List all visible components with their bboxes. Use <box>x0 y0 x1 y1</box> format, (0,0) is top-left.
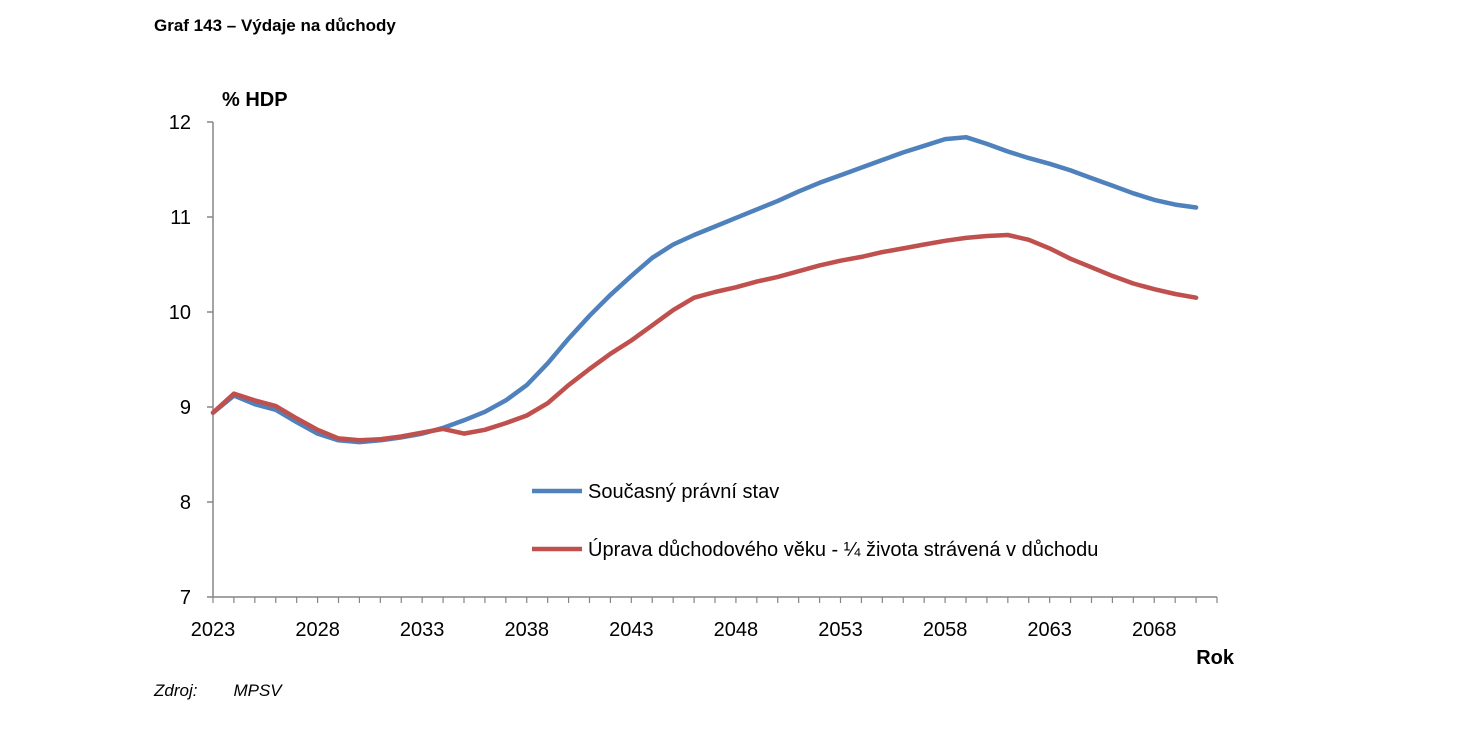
y-tick-label: 11 <box>170 207 191 229</box>
y-tick-label: 9 <box>180 397 191 419</box>
x-tick-label: 2033 <box>400 619 445 641</box>
y-axis-label: % HDP <box>222 89 288 111</box>
x-tick-label: 2068 <box>1132 619 1177 641</box>
source-label: Zdroj: <box>154 681 198 700</box>
legend-label-2: Úprava důchodového věku - ¼ života stráv… <box>588 538 1098 561</box>
axes: 7 8 9 10 11 12 % HDP 2023 2028 2033 2038 2043 2048 20… <box>169 89 1235 669</box>
x-tick-label: 2043 <box>609 619 654 641</box>
x-tick-label: 2048 <box>714 619 759 641</box>
series-line-1 <box>210 134 1199 445</box>
y-tick-label: 8 <box>180 492 191 514</box>
x-tick-label: 2038 <box>505 619 550 641</box>
series-line-2 <box>210 232 1199 443</box>
legend-label-1: Současný právní stav <box>588 481 779 503</box>
y-tick-label: 7 <box>180 587 191 609</box>
source-value: MPSV <box>233 681 282 700</box>
series-layer <box>210 134 1199 445</box>
x-axis-label: Rok <box>1196 647 1235 669</box>
x-tick-label: 2063 <box>1027 619 1072 641</box>
x-tick-label: 2053 <box>818 619 863 641</box>
legend: Současný právní stav Úprava důchodového v… <box>532 481 1098 561</box>
x-tick-label: 2058 <box>923 619 968 641</box>
x-tick-label: 2023 <box>191 619 236 641</box>
source-note: Zdroj: MPSV <box>154 681 282 701</box>
x-tick-label: 2028 <box>295 619 340 641</box>
chart-title: Graf 143 – Výdaje na důchody <box>154 16 396 35</box>
y-tick-label: 12 <box>169 112 191 134</box>
y-tick-label: 10 <box>169 302 191 324</box>
